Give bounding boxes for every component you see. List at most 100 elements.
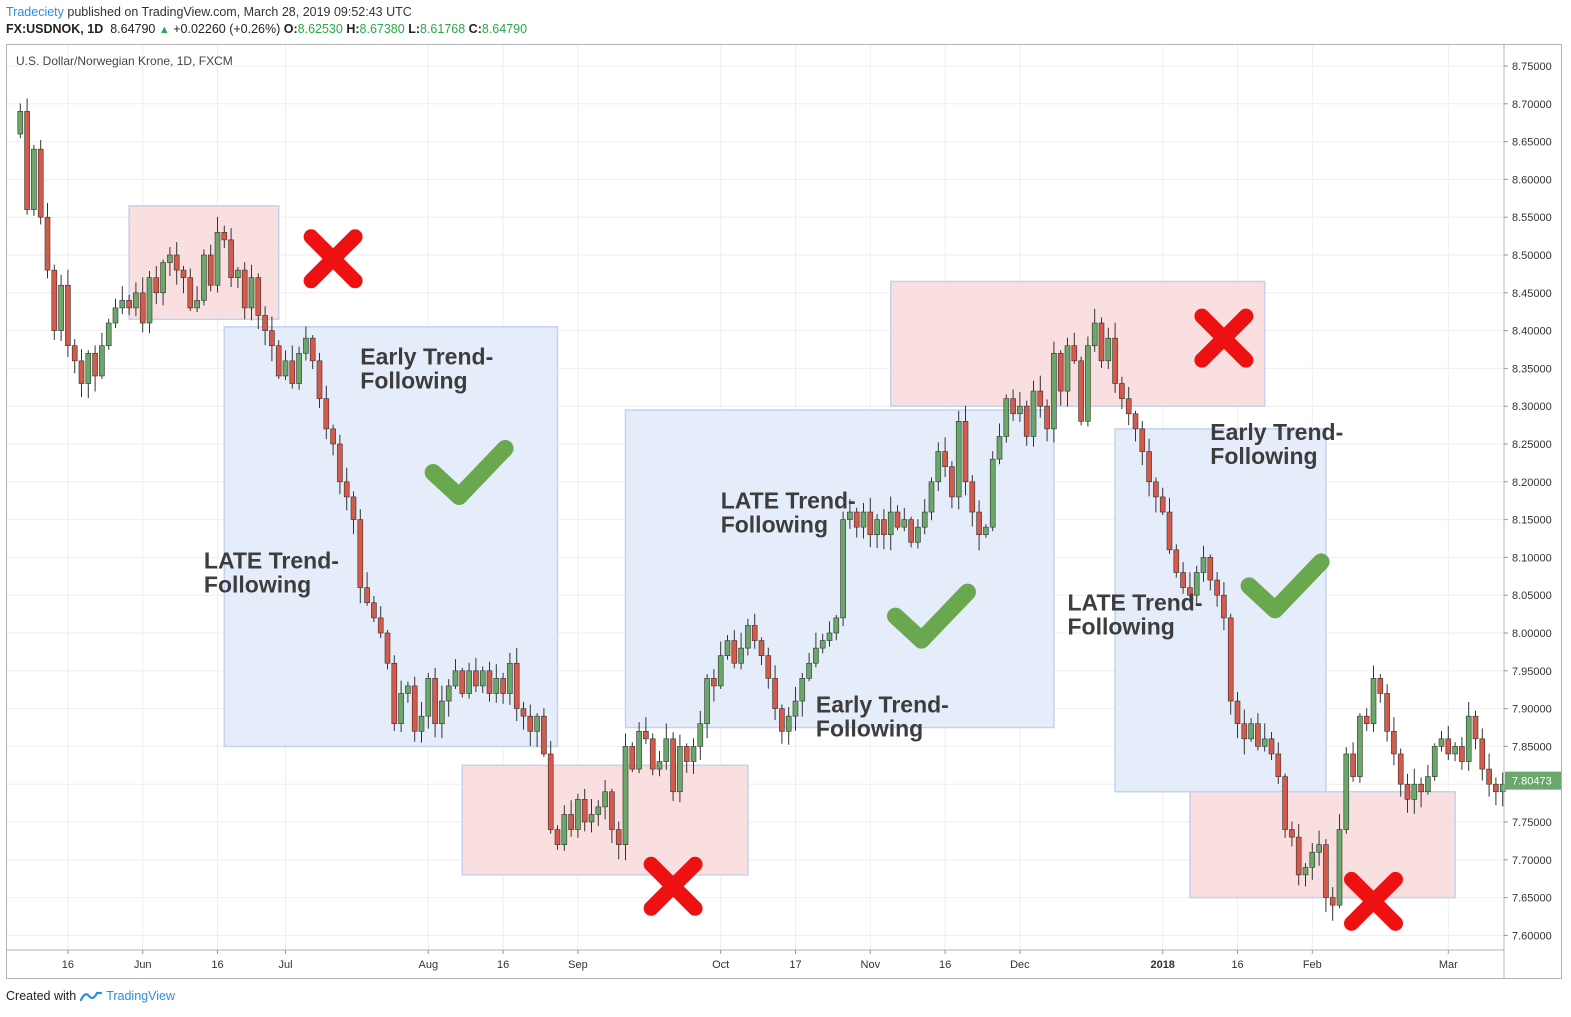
- candle: [1425, 764, 1431, 795]
- candle-body-down: [221, 232, 228, 241]
- candle: [1329, 887, 1336, 921]
- candle: [1459, 737, 1465, 770]
- candle-body-down: [1159, 496, 1166, 513]
- candle: [847, 499, 853, 529]
- candle: [636, 722, 642, 774]
- x-tick-label: 16: [497, 959, 509, 971]
- candle: [833, 614, 840, 641]
- y-tick-label: 8.50000: [1512, 250, 1552, 262]
- candle-body-down: [1166, 511, 1173, 551]
- candle-body-up: [595, 806, 602, 815]
- candle: [949, 461, 955, 509]
- candle: [411, 676, 418, 742]
- candle: [915, 519, 921, 549]
- candle: [779, 704, 785, 744]
- candle: [663, 723, 670, 770]
- candle-body-up: [58, 284, 64, 331]
- candle-body-down: [1139, 428, 1146, 452]
- candle: [1214, 572, 1220, 607]
- candle-body-down: [1010, 398, 1016, 415]
- candle: [983, 524, 989, 538]
- candle: [160, 259, 166, 306]
- candle: [207, 244, 214, 292]
- created-with-text: Created with: [6, 989, 77, 1003]
- candle-body-down: [228, 239, 234, 278]
- candle-body-up: [860, 511, 867, 528]
- candle: [1486, 753, 1492, 797]
- y-tick-label: 8.75000: [1512, 61, 1552, 73]
- candle: [1404, 773, 1411, 813]
- last-price-marker: [1505, 771, 1561, 790]
- candle-body-down: [1078, 360, 1084, 422]
- candle: [615, 821, 622, 860]
- candle-body-up: [248, 277, 255, 309]
- candle: [541, 708, 547, 757]
- author-link[interactable]: Tradeciety: [6, 5, 64, 19]
- candle-body-down: [275, 345, 282, 377]
- candle: [105, 318, 112, 350]
- candle-body-down: [520, 708, 527, 717]
- candle-body-down: [1044, 405, 1050, 430]
- candle: [1193, 565, 1200, 604]
- x-tick-label: Nov: [861, 959, 881, 971]
- candle: [629, 742, 636, 773]
- candle: [568, 800, 574, 837]
- candle-body-up: [1105, 337, 1112, 362]
- low-value: 8.61768: [420, 22, 466, 36]
- candle: [1044, 399, 1050, 442]
- candle-body-down: [541, 715, 547, 755]
- candle: [561, 805, 568, 851]
- candle: [813, 632, 819, 668]
- candle: [1465, 702, 1472, 771]
- candle: [520, 701, 527, 730]
- candle-body-down: [1125, 398, 1132, 415]
- candle: [1309, 843, 1316, 880]
- candle-body-up: [799, 678, 806, 702]
- candle-body-up: [561, 814, 568, 845]
- candle-body-down: [1323, 844, 1329, 898]
- candle: [860, 502, 867, 539]
- candle: [296, 346, 302, 390]
- y-tick-label: 7.60000: [1512, 930, 1552, 942]
- candle-body-up: [622, 746, 629, 845]
- candle: [609, 788, 615, 844]
- trend-label-line2: Following: [816, 715, 923, 741]
- candle-body-down: [1493, 783, 1499, 793]
- y-tick-label: 8.55000: [1512, 212, 1552, 224]
- candle-body-up: [1465, 715, 1472, 762]
- candle: [187, 268, 194, 311]
- y-tick-label: 8.45000: [1512, 288, 1552, 300]
- y-tick-label: 8.40000: [1512, 326, 1552, 338]
- y-tick-label: 7.95000: [1512, 666, 1552, 678]
- candle-body-up: [146, 277, 153, 324]
- cross-icon: [1344, 871, 1403, 931]
- price-change: +0.02260 (+0.26%): [173, 22, 281, 36]
- candle: [976, 500, 982, 551]
- candle-body-up: [745, 625, 751, 649]
- up-triangle-icon: ▲: [158, 24, 170, 36]
- candle-body-down: [547, 753, 554, 830]
- candle-body-down: [126, 300, 132, 309]
- candle: [1370, 665, 1377, 732]
- candle: [445, 679, 452, 717]
- candle: [1173, 544, 1180, 578]
- y-tick-label: 7.75000: [1512, 817, 1552, 829]
- candle: [1187, 572, 1193, 603]
- candle-body-up: [296, 352, 302, 384]
- candle: [534, 713, 540, 747]
- candle-body-down: [962, 421, 969, 483]
- candle: [58, 274, 64, 341]
- candle: [1030, 380, 1037, 447]
- candle: [364, 572, 370, 606]
- candle-body-down: [153, 277, 160, 294]
- tradingview-brand-link[interactable]: TradingView: [106, 989, 175, 1003]
- candle-body-down: [1221, 594, 1227, 619]
- candle: [1132, 410, 1139, 442]
- candle-body-down: [269, 330, 275, 347]
- candle-body-down: [1241, 723, 1248, 740]
- y-tick-label: 7.65000: [1512, 893, 1552, 905]
- candle-body-down: [765, 655, 772, 679]
- candle-body-up: [534, 715, 540, 732]
